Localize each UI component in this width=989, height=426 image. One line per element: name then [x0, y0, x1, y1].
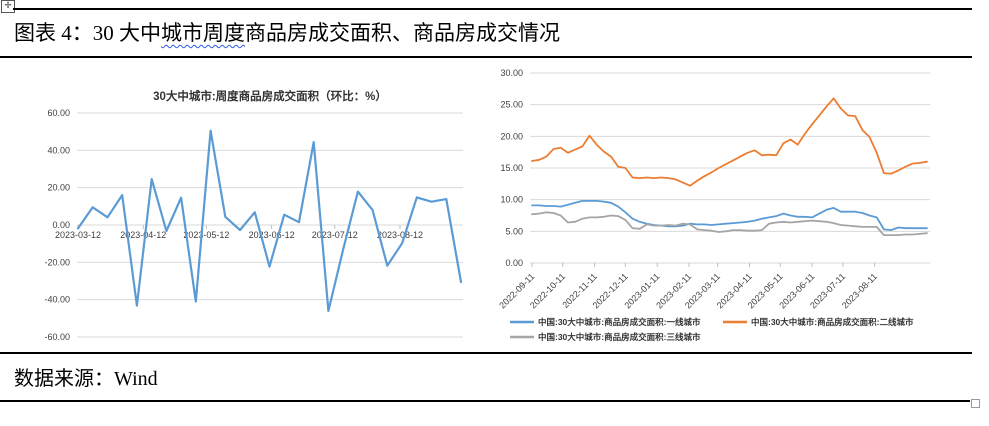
table-top-border [13, 8, 972, 10]
svg-text:2023-06-12: 2023-06-12 [249, 230, 295, 240]
left-chart-weekly-wow[interactable]: 60.00 40.00 20.00 0.00 -20.00 -40.00 -60.00 202… [10, 60, 476, 352]
svg-text:中国:30大中城市:商品房成交面积:三线城市: 中国:30大中城市:商品房成交面积:三线城市 [538, 332, 701, 342]
data-source-label: 数据来源：Wind [14, 368, 158, 390]
svg-text:30.00: 30.00 [500, 68, 523, 78]
table-bottom-border [0, 400, 970, 402]
svg-text:-60.00: -60.00 [44, 332, 70, 342]
svg-text:20.00: 20.00 [47, 183, 70, 193]
svg-text:0.00: 0.00 [52, 220, 70, 230]
svg-text:-40.00: -40.00 [44, 295, 70, 305]
svg-text:2023-04-12: 2023-04-12 [120, 230, 166, 240]
svg-text:2023-03-12: 2023-03-12 [55, 230, 101, 240]
svg-text:10.00: 10.00 [500, 195, 523, 205]
svg-text:2023-05-12: 2023-05-12 [183, 230, 229, 240]
right-chart-city-tiers[interactable]: 30.0025.0020.0015.0010.005.000.002022-09… [478, 60, 984, 352]
svg-text:-20.00: -20.00 [44, 257, 70, 267]
svg-text:15.00: 15.00 [500, 163, 523, 173]
svg-text:中国:30大中城市:商品房成交面积:一线城市: 中国:30大中城市:商品房成交面积:一线城市 [538, 317, 701, 327]
table-resize-handle[interactable] [971, 399, 980, 408]
move-cross-glyph: ✛ [4, 1, 12, 11]
figure-title: 图表 4：30 大中城市周度商品房成交面积、商品房成交情况 [14, 17, 560, 47]
svg-text:2023-08-12: 2023-08-12 [377, 230, 423, 240]
table-move-handle-icon[interactable]: ✛ [1, 0, 15, 13]
svg-text:中国:30大中城市:商品房成交面积:二线城市: 中国:30大中城市:商品房成交面积:二线城市 [751, 317, 914, 327]
source-divider [0, 352, 972, 354]
figure-title-prefix: 图表 4：30 大中 [14, 21, 161, 45]
svg-text:5.00: 5.00 [505, 226, 523, 236]
svg-text:2023-07-12: 2023-07-12 [312, 230, 358, 240]
figure-title-suffix: 商品房成交面积、商品房成交情况 [245, 21, 560, 45]
svg-text:25.00: 25.00 [500, 100, 523, 110]
svg-text:60.00: 60.00 [47, 108, 70, 118]
svg-text:40.00: 40.00 [47, 145, 70, 155]
title-divider [0, 56, 972, 58]
svg-text:0.00: 0.00 [505, 258, 523, 268]
figure-title-spellcheck-segment: 城市周度 [161, 21, 245, 45]
svg-text:30大中城市:周度商品房成交面积（环比：%）: 30大中城市:周度商品房成交面积（环比：%） [153, 89, 387, 103]
svg-text:20.00: 20.00 [500, 131, 523, 141]
